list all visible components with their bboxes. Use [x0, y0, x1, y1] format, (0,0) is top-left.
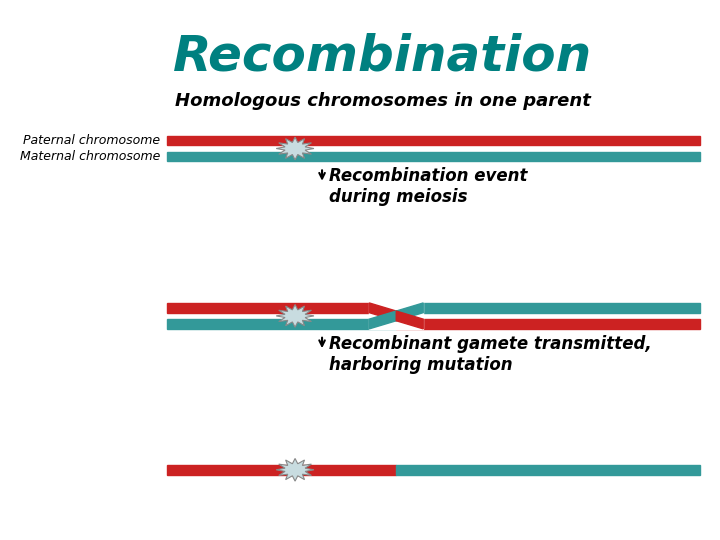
Text: Recombinant gamete transmitted,
harboring mutation: Recombinant gamete transmitted, harborin…: [329, 335, 652, 374]
Polygon shape: [276, 458, 314, 481]
Text: Recombination: Recombination: [173, 32, 593, 80]
FancyBboxPatch shape: [396, 465, 700, 475]
Polygon shape: [276, 137, 314, 160]
Text: Maternal chromosome: Maternal chromosome: [20, 150, 160, 163]
Polygon shape: [369, 311, 396, 329]
FancyBboxPatch shape: [167, 136, 700, 145]
FancyBboxPatch shape: [167, 152, 700, 161]
Text: Homologous chromosomes in one parent: Homologous chromosomes in one parent: [175, 92, 590, 110]
Polygon shape: [276, 305, 314, 327]
FancyBboxPatch shape: [167, 465, 396, 475]
FancyBboxPatch shape: [396, 319, 700, 329]
Polygon shape: [396, 311, 423, 329]
FancyBboxPatch shape: [396, 303, 700, 313]
Text: Recombination event
during meiosis: Recombination event during meiosis: [329, 167, 527, 206]
Polygon shape: [396, 303, 423, 321]
Polygon shape: [369, 303, 396, 321]
FancyBboxPatch shape: [167, 303, 396, 313]
Text: Paternal chromosome: Paternal chromosome: [23, 134, 160, 147]
FancyBboxPatch shape: [369, 302, 423, 329]
FancyBboxPatch shape: [167, 319, 396, 329]
